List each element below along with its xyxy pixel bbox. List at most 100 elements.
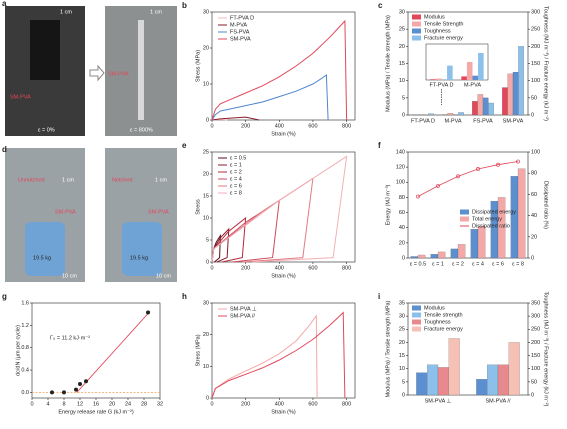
legend-label: Toughness: [424, 28, 451, 34]
bar: [437, 367, 449, 396]
x-tick-label: 600: [308, 265, 317, 271]
x-tick-label: 200: [241, 123, 250, 129]
x-axis-label: Strain (%): [271, 131, 296, 137]
y-tick-label: 30: [203, 300, 209, 306]
x-tick-label: SM-PVA //: [486, 398, 511, 404]
legend-label: FT-PVA D: [230, 15, 254, 21]
inset-frame: [425, 43, 489, 81]
bar: [488, 102, 494, 116]
inset-category: M-PVA: [464, 82, 481, 88]
y2-tick-label: 60: [531, 192, 537, 198]
legend-label: ε = 2: [230, 169, 242, 175]
y-tick-label: 20: [203, 45, 209, 51]
y-tick-label: 5: [206, 237, 209, 243]
y-tick-label: 20: [203, 171, 209, 177]
panel-label: c: [378, 1, 383, 10]
sample-label: SM-PVA: [55, 209, 76, 215]
y-tick-label: 140: [396, 149, 405, 155]
legend-swatch: [412, 312, 421, 318]
plot-frame: [211, 302, 356, 399]
photo-a: a 1 cm 1 cm SM-PVA SM-PVA ε = 0% ε = 800…: [2, 0, 177, 136]
weight: 19.5 kg: [130, 255, 148, 261]
x-tick-label: 400: [275, 123, 284, 129]
x-tick-label: 800: [342, 401, 351, 407]
x-tick-label: 600: [308, 401, 317, 407]
x-tick-label: 16: [93, 401, 99, 407]
bar: [482, 97, 489, 116]
plot-frame: [407, 151, 529, 259]
sample-label: SM-PVA: [10, 94, 31, 100]
legend-label: Toughness: [424, 319, 451, 325]
y-tick-label: 1.2: [21, 323, 29, 329]
x-tick-label: 4: [46, 401, 49, 407]
x-tick-label: 800: [342, 265, 351, 271]
y2-tick-label: 250: [531, 327, 540, 333]
legend-label: ε = 4: [230, 176, 242, 182]
y-tick-label: 0.0: [21, 390, 29, 396]
x-tick-label: 200: [241, 401, 250, 407]
y-tick-label: 120: [396, 165, 405, 171]
legend-label: SM-PVA: [230, 36, 251, 42]
y-tick-label: 40: [399, 225, 405, 231]
bar: [450, 248, 459, 259]
water-jug: [25, 222, 65, 276]
bar: [497, 197, 506, 259]
x-tick-label: 200: [241, 265, 250, 271]
y-tick-label: 0: [206, 395, 209, 401]
bar: [517, 168, 526, 259]
scale: 10 cm: [62, 273, 77, 279]
y-axis-label: Modulus (MPa) / Tensile strength (MPa): [385, 300, 391, 397]
legend-swatch: [412, 14, 421, 20]
notch-label: Unnotched: [18, 177, 45, 183]
panel-label: e: [182, 141, 187, 150]
inset-bar: [461, 76, 467, 80]
scale: 10 cm: [156, 273, 171, 279]
line-series: [211, 155, 348, 263]
x-axis-label: Strain (%): [271, 273, 296, 279]
scale: 1 cm: [155, 177, 167, 183]
x-tick-label: SM-PVA ⊥: [425, 397, 452, 404]
legend-label: Tensile Strength: [424, 21, 463, 27]
bar: [447, 113, 454, 116]
bar: [470, 229, 479, 259]
x-axis-label: Strain (%): [271, 409, 296, 415]
panel-label: a: [2, 0, 7, 8]
x-tick-label: ε = 8: [512, 261, 524, 267]
x-tick-label: M-PVA: [444, 118, 461, 124]
inset-bar: [430, 79, 436, 80]
y-tick-label: 10: [203, 81, 209, 87]
y-tick-label: 30: [203, 9, 209, 15]
point: [50, 390, 54, 395]
legend-label: Modulus: [424, 14, 445, 20]
y2-tick-label: 100: [531, 366, 540, 372]
y-tick-label: 60: [399, 210, 405, 216]
plot-frame: [31, 302, 161, 399]
inset-bar: [466, 62, 473, 80]
bar: [518, 46, 524, 116]
panel-label: g: [2, 292, 7, 301]
legend-label: ε = 8: [230, 190, 242, 196]
sample-label: SM-PVA: [148, 209, 169, 215]
legend-swatch: [412, 35, 421, 41]
line-series: [211, 314, 318, 399]
y2-tick-label: 50: [531, 95, 537, 101]
x-tick-label: 800: [342, 123, 351, 129]
y-tick-label: 10: [203, 364, 209, 370]
point: [78, 382, 82, 387]
y-tick-label: 5: [402, 379, 405, 385]
x-tick-label: 0: [30, 401, 33, 407]
x-tick-label: 0: [210, 401, 213, 407]
y2-tick-label: 40: [531, 213, 537, 219]
inset-bar: [447, 65, 453, 80]
y-axis-label: Stress (MPa): [195, 50, 201, 82]
bar: [508, 342, 520, 396]
bar: [457, 244, 466, 259]
y-tick-label: 100: [396, 180, 405, 186]
y-tick-label: 20: [399, 44, 405, 50]
y-tick-label: 10: [399, 78, 405, 84]
x-tick-label: 8: [62, 401, 65, 407]
y2-tick-label: 250: [531, 27, 540, 33]
y2-axis-label: Toughness (MJ m⁻³) / Fracture energy (kJ…: [543, 6, 549, 121]
legend-swatch: [412, 28, 421, 34]
